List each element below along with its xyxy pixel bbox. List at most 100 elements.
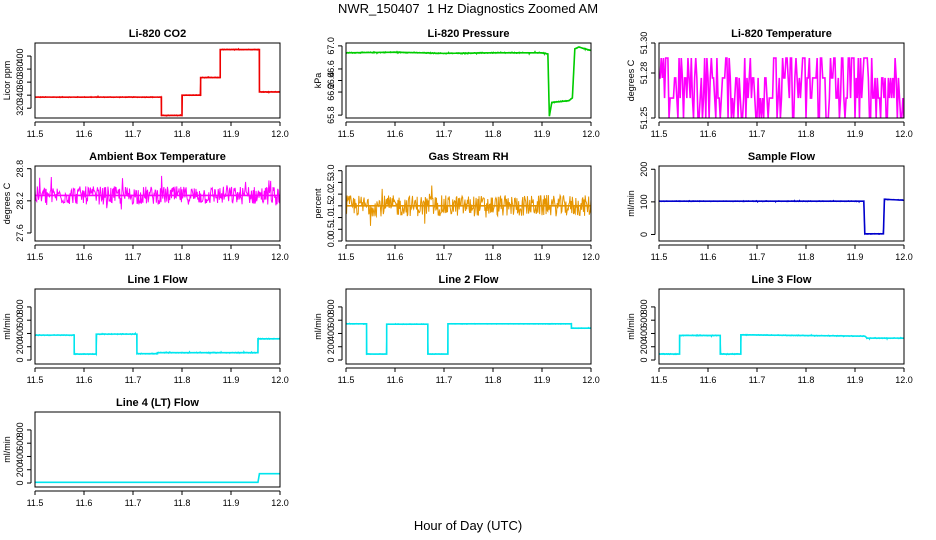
x-tick-label: 11.6 — [76, 252, 93, 262]
y-tick-label: 200 — [15, 462, 25, 477]
x-tick-label: 12.0 — [271, 498, 289, 508]
plot-data — [659, 333, 904, 356]
temperature-series — [659, 57, 904, 118]
plot-frame — [34, 165, 281, 242]
x-tick-label: 11.9 — [847, 129, 864, 139]
x-tick-label: 11.8 — [798, 129, 815, 139]
plot-data — [35, 472, 280, 484]
x-tick-label: 12.0 — [582, 252, 600, 262]
x-tick-label: 11.8 — [485, 252, 502, 262]
x-tick-label: 11.7 — [749, 129, 766, 139]
x-tick-label: 11.9 — [534, 252, 551, 262]
y-tick-label: 100 — [639, 194, 649, 209]
plot-frame — [658, 42, 905, 119]
x-axis-title: Hour of Day (UTC) — [413, 518, 523, 533]
y-axis-label: ml/min — [2, 313, 12, 340]
y-tick-label: 2.5 — [326, 176, 336, 189]
x-tick-label: 11.8 — [174, 498, 191, 508]
y-tick-label: 800 — [326, 299, 336, 314]
chart-panel-5: Gas Stream RH 11.5 11.6 11.7 11.8 11.9 12.0 0.0… — [313, 151, 600, 262]
x-axis: 11.5 11.6 11.7 11.8 11.9 12.0 — [651, 121, 913, 139]
x-tick-label: 11.6 — [700, 375, 717, 385]
plot-frame — [658, 165, 905, 242]
x-tick-label: 11.8 — [174, 375, 191, 385]
y-tick-label: 0.5 — [326, 223, 336, 236]
y-tick-label: 28.2 — [15, 192, 25, 210]
plot-frame — [658, 288, 905, 365]
plot-data — [659, 57, 904, 118]
x-tick-label: 11.8 — [798, 252, 815, 262]
x-tick-label: 11.9 — [534, 375, 551, 385]
y-tick-label: 2.0 — [326, 188, 336, 201]
y-tick-label: 400 — [326, 326, 336, 341]
y-tick-label: 400 — [639, 326, 649, 341]
y-tick-label: 200 — [639, 339, 649, 354]
chart-title: Gas Stream RH — [428, 151, 508, 163]
data-series-noise-1 — [35, 331, 280, 357]
x-tick-label: 11.8 — [174, 252, 191, 262]
y-axis-label: ml/min — [626, 313, 636, 340]
x-axis: 11.5 11.6 11.7 11.8 11.9 12.0 — [27, 121, 289, 139]
x-tick-label: 12.0 — [895, 129, 913, 139]
y-tick-label: 27.6 — [15, 224, 25, 242]
x-tick-label: 11.7 — [125, 375, 142, 385]
x-tick-label: 12.0 — [582, 375, 600, 385]
x-tick-label: 11.8 — [485, 129, 502, 139]
data-series-noise-1 — [659, 198, 904, 236]
data-series-noise-1 — [35, 47, 280, 117]
plot-data — [35, 331, 280, 357]
x-axis: 11.5 11.6 11.7 11.8 11.9 12.0 — [651, 244, 913, 262]
x-tick-label: 11.5 — [651, 375, 668, 385]
x-tick-label: 11.7 — [436, 375, 453, 385]
x-tick-label: 12.0 — [271, 252, 289, 262]
y-tick-label: 66.2 — [326, 83, 336, 101]
x-tick-label: 11.9 — [534, 129, 551, 139]
y-tick-label: 28.8 — [15, 160, 25, 178]
x-tick-label: 11.7 — [436, 129, 453, 139]
data-series-noise-1 — [35, 472, 280, 484]
y-axis: 51.25 51.28 51.30 — [639, 32, 656, 129]
y-tick-label: 800 — [639, 299, 649, 314]
data-series-noise-1 — [346, 322, 591, 356]
y-tick-label: 0 — [15, 358, 25, 363]
y-axis-label: ml/min — [313, 313, 323, 340]
y-tick-label: 600 — [15, 436, 25, 451]
x-axis: 11.5 11.6 11.7 11.8 11.9 12.0 — [651, 367, 913, 385]
plot-frame — [34, 411, 281, 488]
data-series-1 — [35, 333, 280, 355]
y-tick-label: 340 — [15, 88, 25, 103]
x-axis: 11.5 11.6 11.7 11.8 11.9 12.0 — [27, 244, 289, 262]
x-tick-label: 11.5 — [651, 252, 668, 262]
y-axis: 0.00.51.01.52.02.53.0 — [326, 164, 343, 247]
y-tick-label: 320 — [15, 101, 25, 116]
x-tick-label: 12.0 — [271, 375, 289, 385]
y-tick-label: 600 — [15, 313, 25, 328]
plot-frame — [34, 288, 281, 365]
x-tick-label: 11.6 — [700, 252, 717, 262]
y-tick-label: 0 — [639, 232, 649, 237]
x-tick-label: 11.5 — [27, 252, 44, 262]
x-tick-label: 11.7 — [125, 498, 142, 508]
chart-panel-3: Li-820 Temperature 11.5 11.6 11.7 11.8 11.9 12… — [626, 28, 913, 139]
plot-data — [659, 198, 904, 236]
x-axis: 11.5 11.6 11.7 11.8 11.9 12.0 — [338, 367, 600, 385]
x-tick-label: 12.0 — [271, 129, 289, 139]
y-tick-label: 400 — [15, 326, 25, 341]
y-axis-label: Licor ppm — [2, 61, 12, 101]
chart-panel-10: Line 4 (LT) Flow 11.5 11.6 11.7 11.8 11.9 12.0… — [2, 397, 289, 508]
x-tick-label: 11.8 — [798, 375, 815, 385]
x-tick-label: 11.5 — [27, 498, 44, 508]
y-tick-label: 51.28 — [639, 62, 649, 85]
y-tick-label: 200 — [15, 339, 25, 354]
x-tick-label: 11.8 — [174, 129, 191, 139]
y-tick-label: 1.0 — [326, 211, 336, 224]
chart-panel-8: Line 2 Flow 11.5 11.6 11.7 11.8 11.9 12.0 0 2004… — [313, 274, 600, 385]
x-tick-label: 11.6 — [700, 129, 717, 139]
y-tick-label: 600 — [639, 313, 649, 328]
chart-title: Ambient Box Temperature — [89, 151, 226, 163]
